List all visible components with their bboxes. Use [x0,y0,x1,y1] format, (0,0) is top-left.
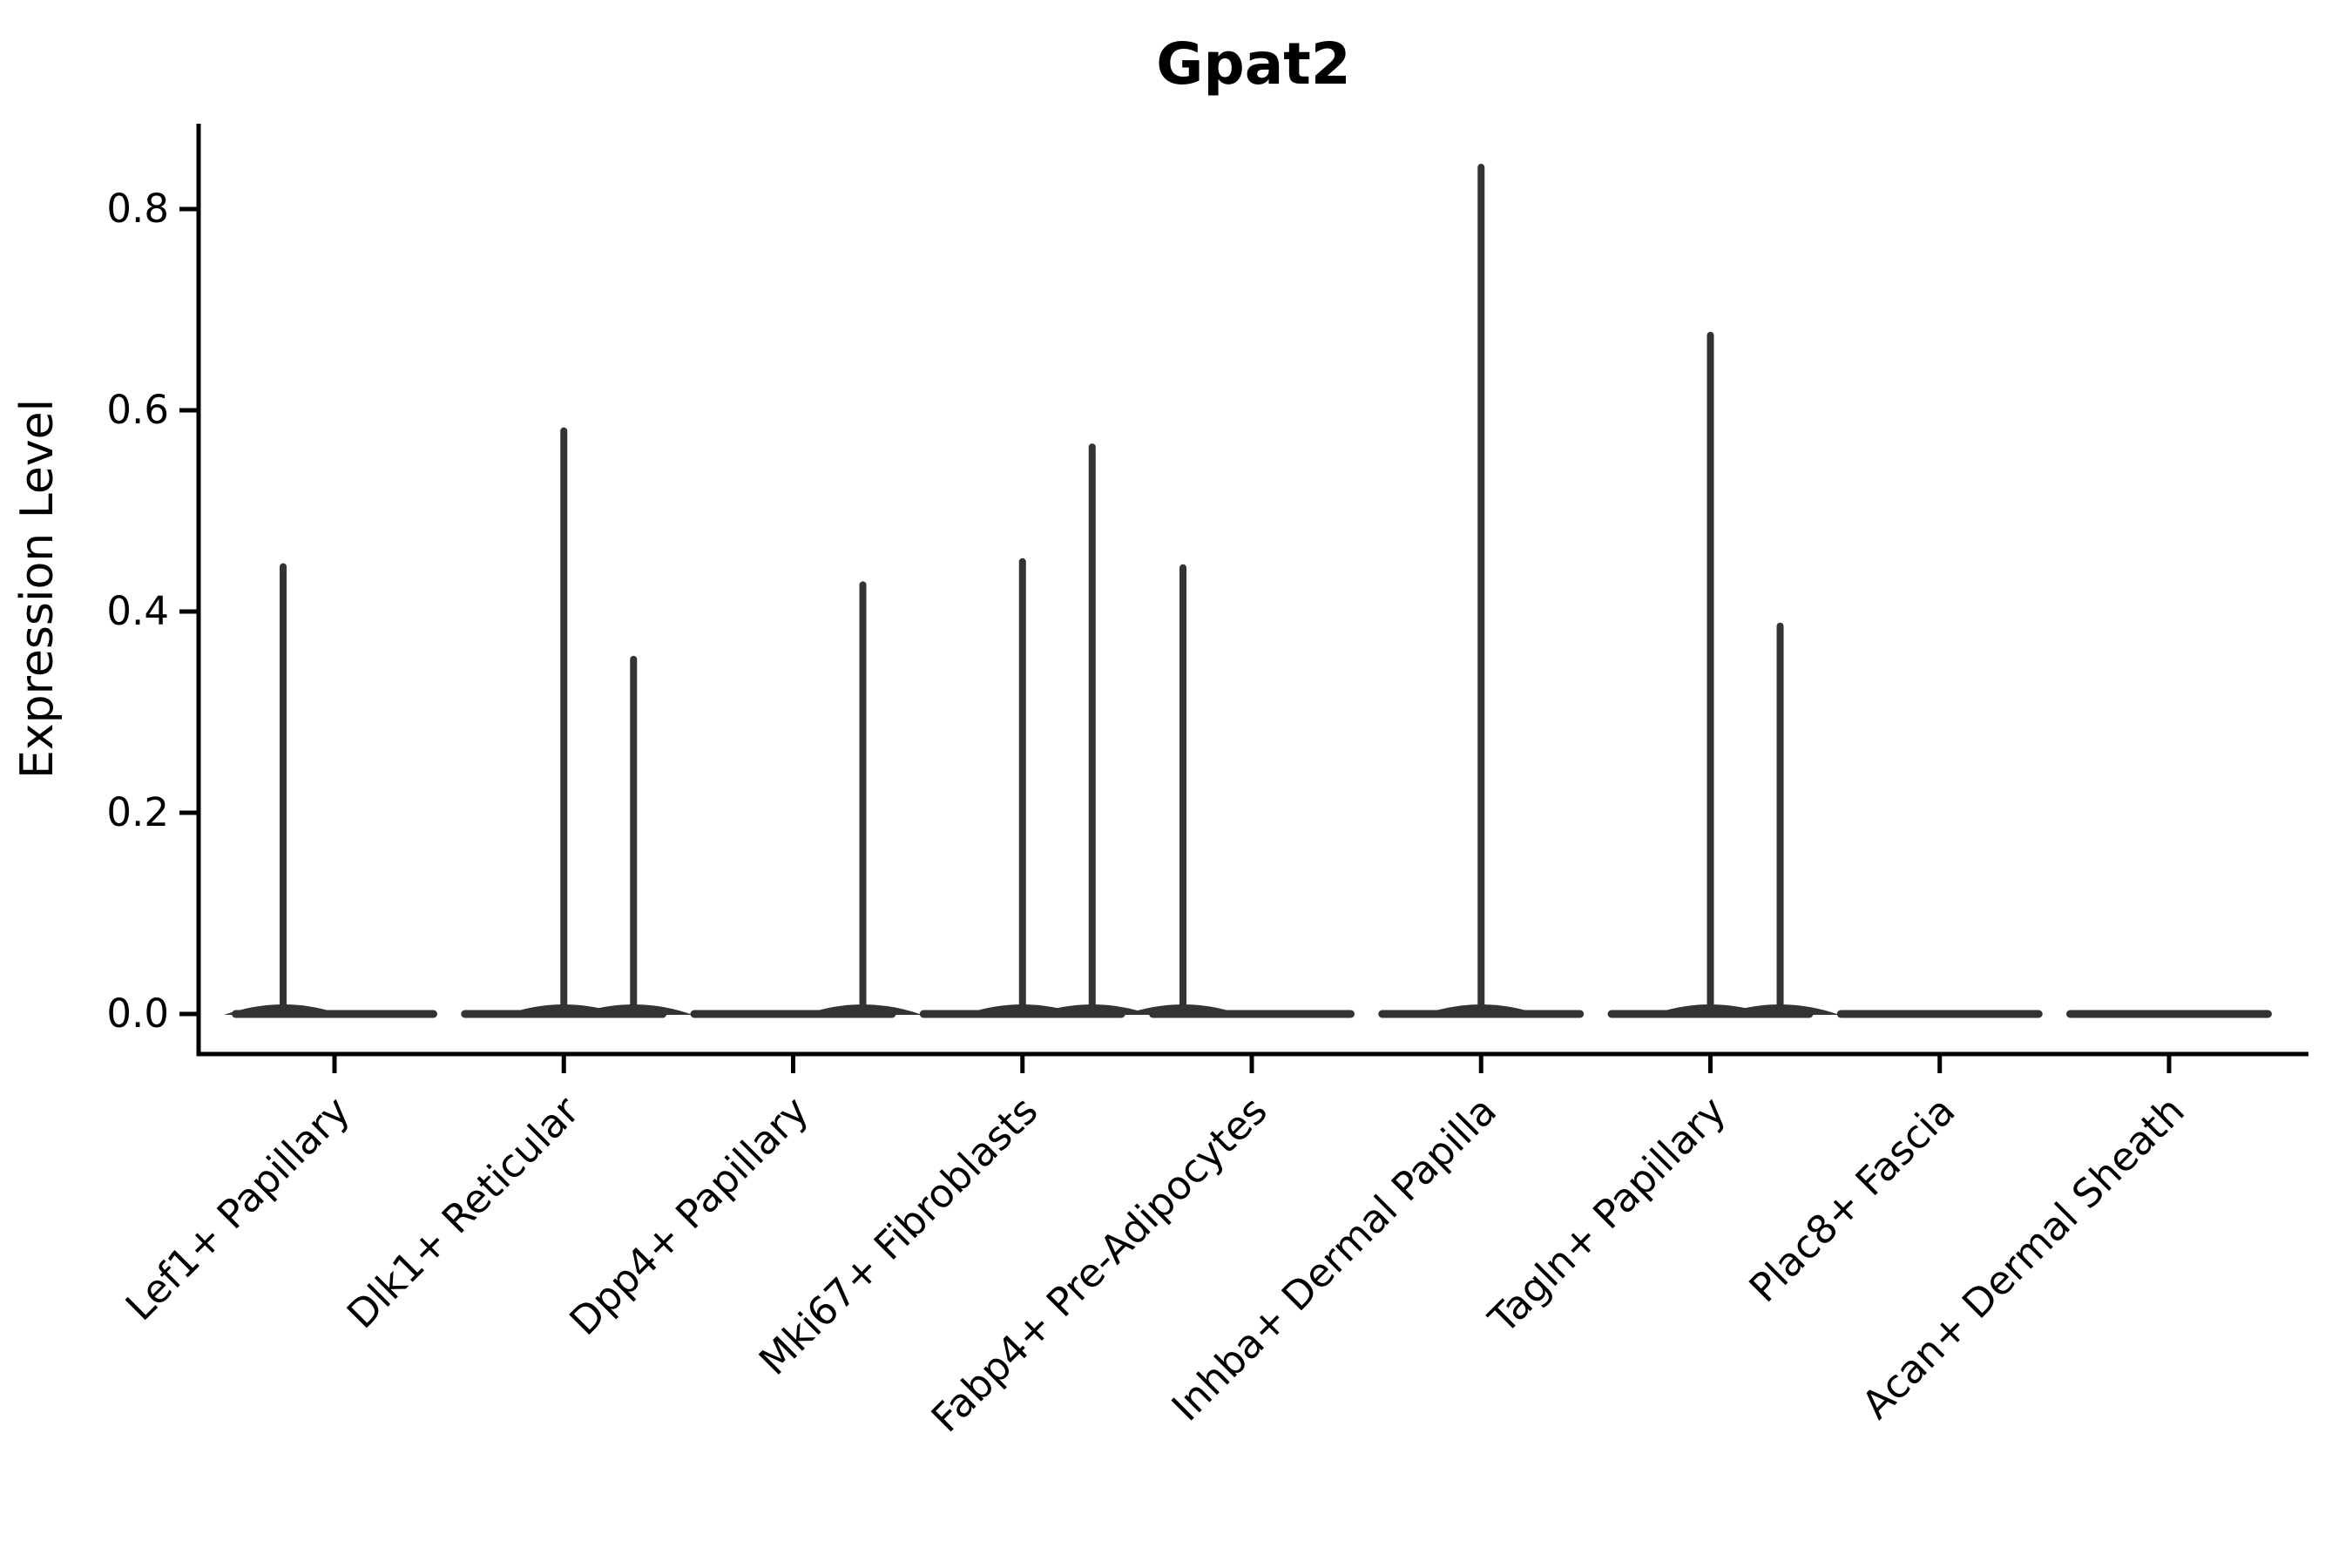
y-tick-label: 0.4 [106,588,169,634]
violin-body [1836,1010,2043,1018]
y-axis-label: Expression Level [11,399,64,779]
plot-title: Gpat2 [1156,30,1350,98]
violin [919,443,1152,1018]
violin [224,563,437,1018]
x-tick-label: Dpp4+ Papillary [560,1087,817,1344]
y-tick-label: 0.8 [106,186,169,232]
x-tick-label: Lef1+ Papillary [117,1087,359,1329]
violin [690,581,923,1018]
violin [1124,564,1355,1018]
x-tick-label: Tagln+ Papillary [1479,1087,1734,1342]
violin-body [2066,1010,2272,1018]
violin [2066,1010,2272,1018]
y-tick-label: 0.2 [106,789,169,835]
violin [1836,1010,2043,1018]
violin [1607,331,1840,1018]
x-tick-label: Dlk1+ Reticular [338,1087,588,1337]
y-tick-label: 0.6 [106,387,169,433]
y-tick-label: 0.0 [106,990,169,1037]
violins [224,164,2272,1018]
violin [1378,164,1585,1018]
violin [461,427,693,1018]
x-tick-label: Plac8+ Fascia [1740,1087,1964,1311]
